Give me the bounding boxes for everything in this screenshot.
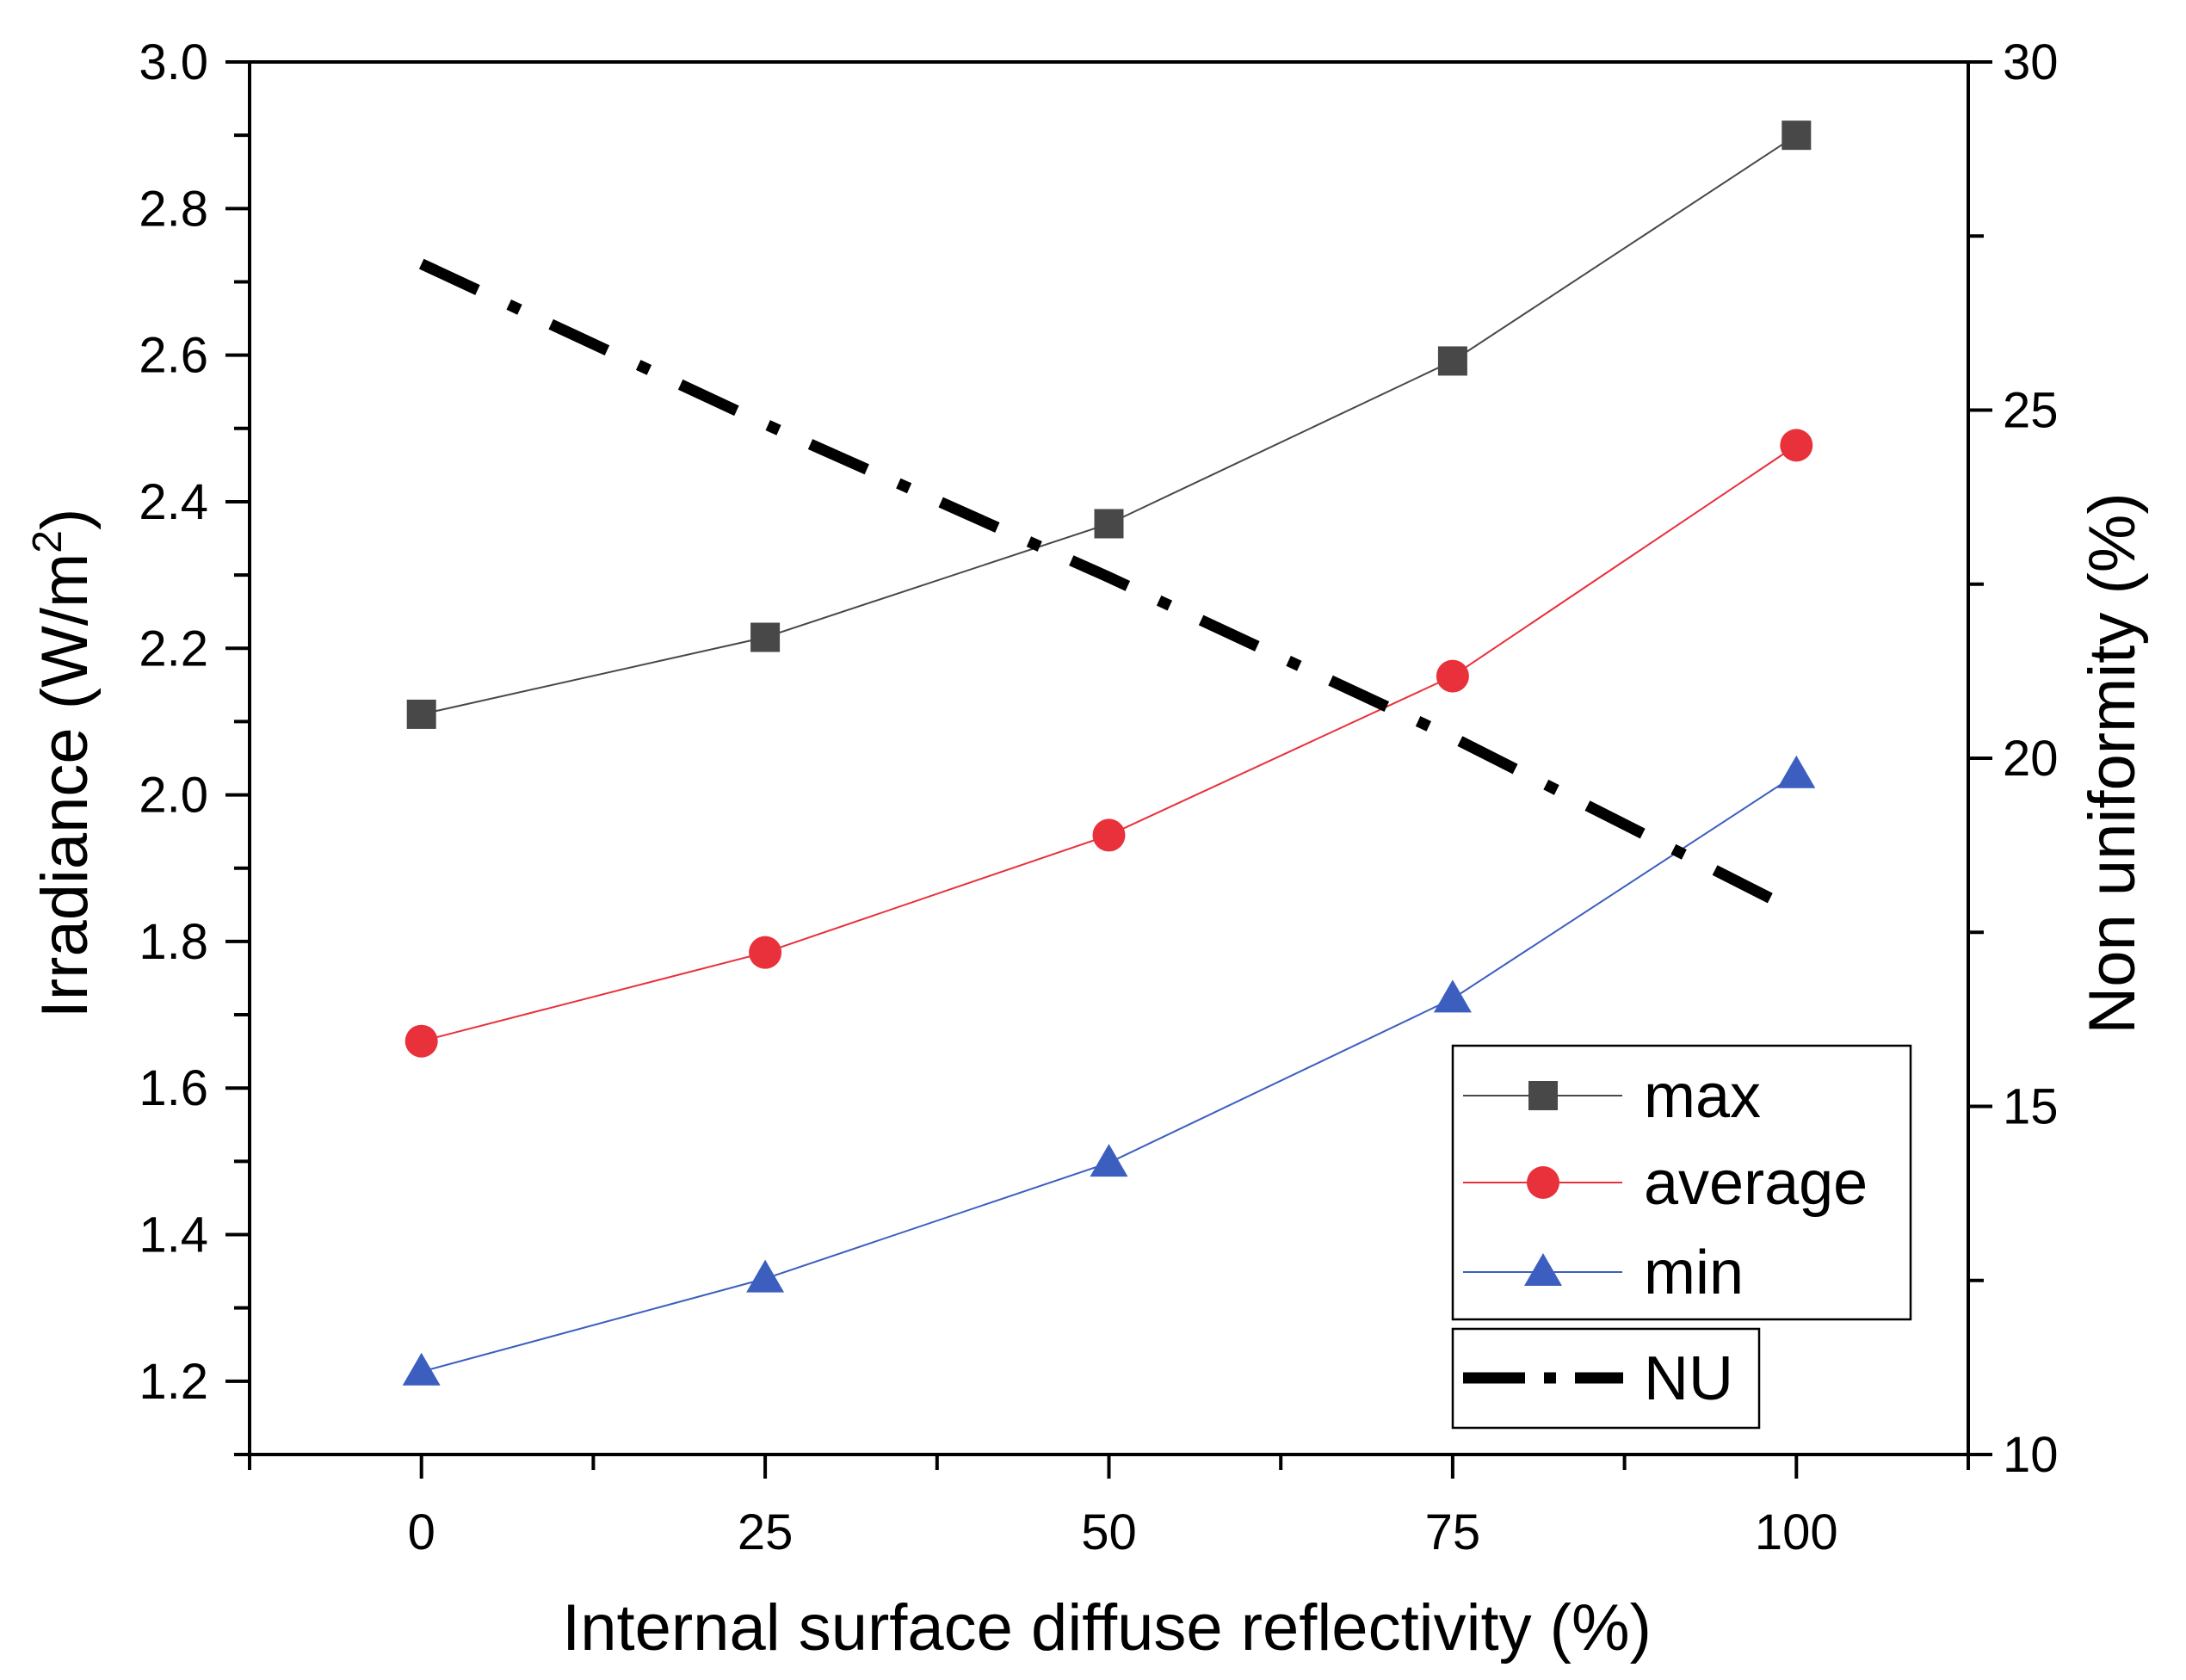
y2-axis-title: Non uniformity (%) bbox=[2076, 492, 2149, 1034]
legend-marker-max bbox=[1528, 1081, 1558, 1110]
data-point-min bbox=[1090, 1144, 1128, 1177]
data-point-average bbox=[404, 1024, 438, 1058]
y-tick-label: 1.6 bbox=[139, 1060, 208, 1116]
y-tick-label: 2.2 bbox=[139, 621, 208, 676]
x-tick-label: 75 bbox=[1425, 1504, 1481, 1560]
legend-label-min: min bbox=[1644, 1238, 1744, 1307]
y2-tick-label: 25 bbox=[2003, 383, 2059, 439]
series-line-max bbox=[421, 134, 1797, 715]
data-point-average bbox=[749, 936, 782, 969]
data-point-max bbox=[1782, 120, 1812, 151]
data-point-min bbox=[1777, 755, 1816, 788]
y2-axis-title-group: Non uniformity (%) bbox=[2076, 492, 2149, 1034]
y2-tick-label: 15 bbox=[2003, 1079, 2059, 1135]
x-axis-title: Internal surface diffuse reflectivity (%… bbox=[562, 1591, 1652, 1665]
x-tick-label: 0 bbox=[408, 1504, 435, 1560]
y-tick-label: 2.0 bbox=[139, 768, 208, 824]
data-point-max bbox=[750, 622, 781, 652]
x-tick-label: 100 bbox=[1755, 1504, 1838, 1560]
data-point-average bbox=[1092, 818, 1126, 852]
legend: max average min NU bbox=[1451, 1044, 1912, 1430]
y-tick-label: 1.8 bbox=[139, 914, 208, 970]
legend-label-max: max bbox=[1644, 1062, 1761, 1131]
y-tick-label: 1.2 bbox=[139, 1354, 208, 1410]
data-point-min bbox=[402, 1352, 441, 1386]
y2-tick-label: 10 bbox=[2003, 1427, 2059, 1483]
y-axis-title: Irradiance (W/m2) bbox=[25, 509, 102, 1019]
y2-tick-label: 20 bbox=[2003, 731, 2059, 787]
data-point-max bbox=[1094, 509, 1124, 539]
axes-layer: 0 25 50 75 100 1.2 1.4 1.6 1.8 2.0 2.2 2.4 2.6 2.8 3.0… bbox=[139, 34, 2058, 1560]
y-tick-label: 2.4 bbox=[139, 474, 208, 530]
y-axis-title-end: ) bbox=[28, 509, 102, 530]
y-tick-label: 2.6 bbox=[139, 328, 208, 384]
y-tick-label: 3.0 bbox=[139, 34, 208, 90]
x-tick-label: 50 bbox=[1081, 1504, 1137, 1560]
x-tick-label: 25 bbox=[738, 1504, 794, 1560]
y-axis-title-superscript: 2 bbox=[25, 530, 71, 553]
legend-marker-min bbox=[1524, 1253, 1562, 1286]
series-line-NU bbox=[418, 258, 1800, 917]
data-point-min bbox=[1433, 979, 1472, 1013]
data-point-min bbox=[746, 1259, 785, 1293]
data-point-average bbox=[1436, 659, 1469, 693]
y-tick-label: 1.4 bbox=[139, 1208, 208, 1263]
data-point-max bbox=[1437, 346, 1467, 376]
legend-label-average: average bbox=[1644, 1149, 1868, 1218]
series-layer bbox=[402, 120, 1816, 1386]
legend-marker-average bbox=[1527, 1166, 1559, 1199]
data-point-average bbox=[1780, 429, 1813, 462]
legend-label-NU: NU bbox=[1644, 1344, 1733, 1413]
y-axis-title-main: Irradiance (W/m bbox=[28, 553, 102, 1019]
data-point-max bbox=[406, 699, 436, 729]
y-axis-title-group: Irradiance (W/m2) bbox=[25, 509, 102, 1019]
y2-tick-label: 30 bbox=[2003, 34, 2059, 90]
y-tick-label: 2.8 bbox=[139, 181, 208, 237]
